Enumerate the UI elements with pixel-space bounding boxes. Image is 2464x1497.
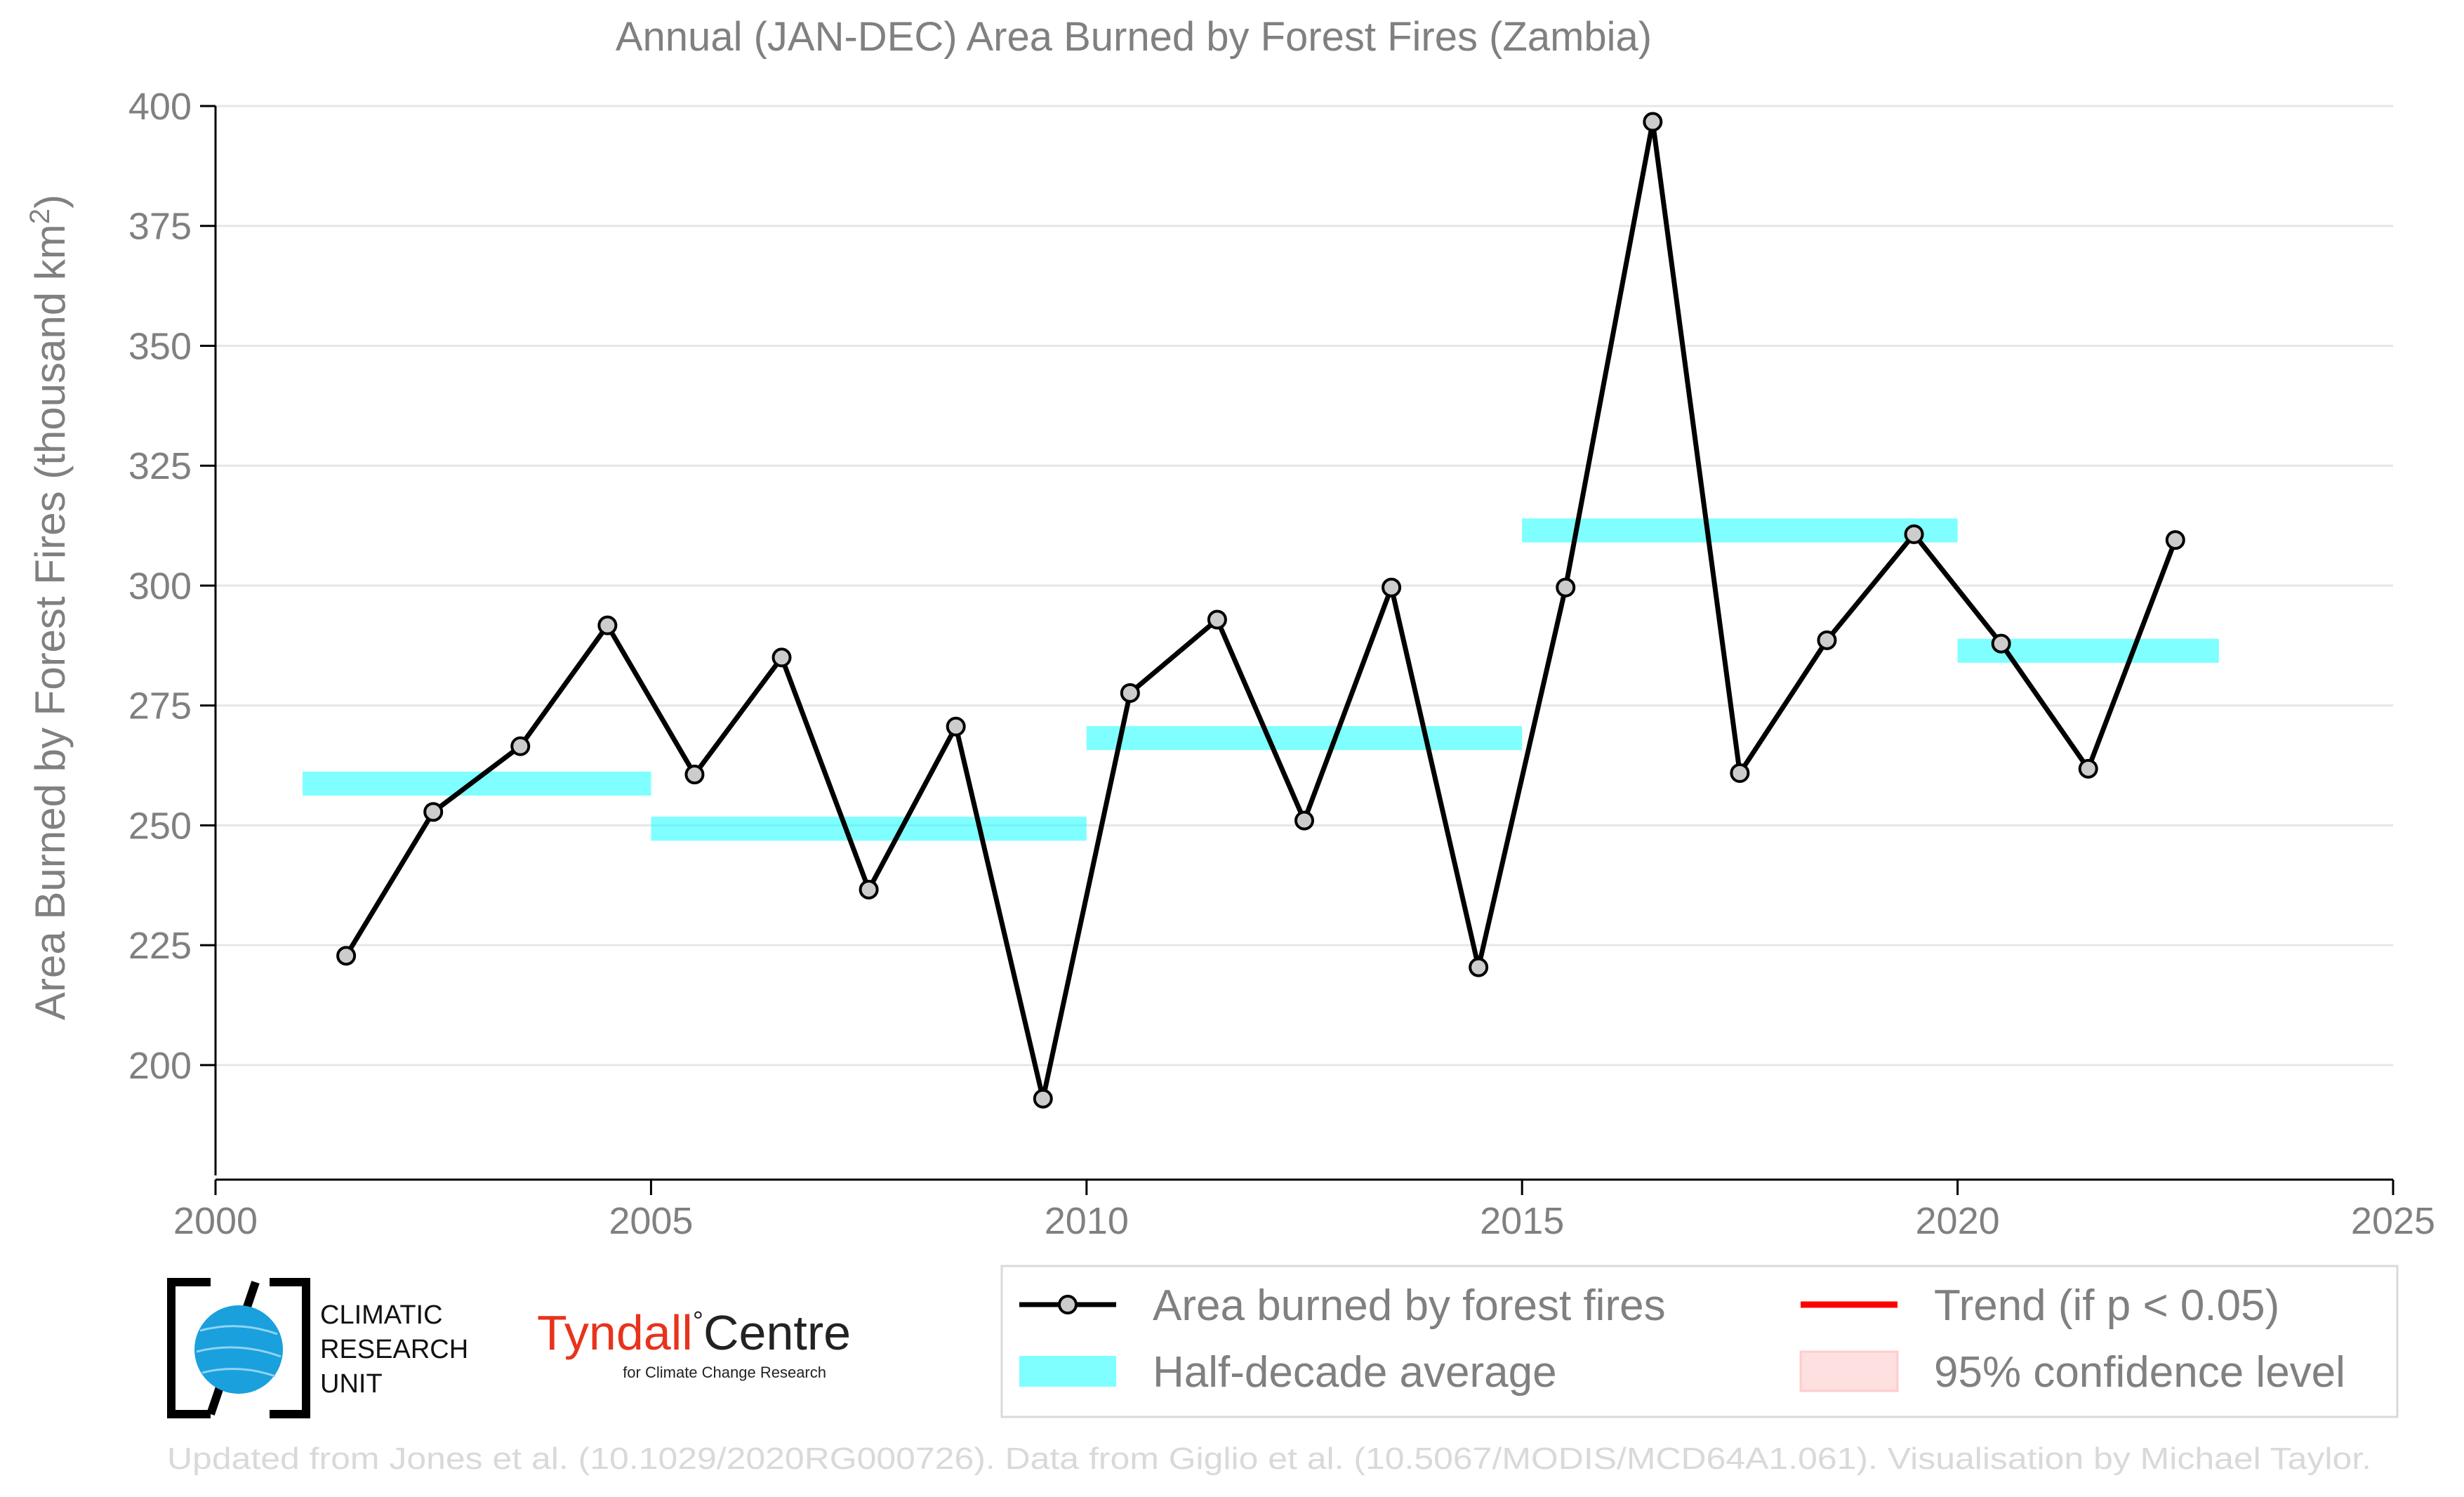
data-point-2014 [1469, 957, 1489, 977]
y-axis-title: Area Burned by Forest Fires (thousand km… [25, 194, 74, 1020]
half-decade-average-bar-1 [651, 817, 1087, 841]
y-axis-title-main: Area Burned by Forest Fires (thousand km [27, 224, 74, 1020]
half-decade-average-bands [303, 518, 2219, 841]
legend-label-confidence: 95% confidence level [1934, 1348, 2345, 1397]
y-tick-label-375: 375 [128, 206, 192, 248]
legend-label-trend: Trend (if p < 0.05) [1934, 1281, 2279, 1330]
data-point-2003 [510, 736, 531, 756]
half-decade-average-bar-3 [1522, 518, 1958, 543]
tyndall-name: Tyndall [537, 1305, 693, 1360]
data-point-2011 [1207, 609, 1227, 630]
gridlines [216, 105, 2393, 1067]
data-point-2004 [597, 615, 618, 635]
x-tick-label-2015: 2015 [1480, 1200, 1564, 1242]
y-tick-label-300: 300 [128, 565, 192, 607]
data-point-2005 [684, 765, 705, 785]
tick-labels: 200 225 250 275 300 325 350 375 400 2000 2005 2010 2… [128, 86, 2435, 1242]
y-tick-label-325: 325 [128, 445, 192, 487]
legend-confidence-swatch [1799, 1350, 1899, 1392]
half-decade-average-bar-2 [1086, 726, 1523, 751]
data-point-2006 [771, 647, 792, 668]
x-tick-label-2010: 2010 [1045, 1200, 1129, 1242]
cru-logo: CLIMATIC RESEARCH UNIT [167, 1278, 468, 1418]
y-tick-label-275: 275 [128, 685, 192, 727]
cru-line-1: CLIMATIC [320, 1300, 443, 1330]
data-point-2013 [1382, 577, 1402, 598]
series-line [344, 119, 2178, 1102]
data-point-2019 [1904, 524, 1924, 544]
y-axis-title-superscript: 2 [25, 209, 55, 224]
y-tick-label-225: 225 [128, 925, 192, 967]
x-tick-label-2005: 2005 [609, 1200, 693, 1242]
data-point-2018 [1817, 630, 1837, 650]
data-point-2017 [1730, 763, 1750, 783]
data-point-2010 [1120, 682, 1140, 703]
tyndall-centre: Centre [703, 1305, 851, 1360]
legend-frame [1000, 1265, 2399, 1418]
cru-line-3: UNIT [320, 1369, 383, 1399]
x-tick-label-2020: 2020 [1916, 1200, 2000, 1242]
tyndall-subtitle: for Climate Change Research [623, 1364, 826, 1381]
y-tick-label-350: 350 [128, 325, 192, 367]
data-point-2021 [2078, 758, 2098, 779]
data-point-2002 [423, 802, 444, 822]
tyndall-degree: ° [693, 1307, 703, 1336]
legend-marker-swatch [1058, 1295, 1078, 1314]
globe-lines [196, 1325, 281, 1378]
data-point-2001 [336, 946, 357, 966]
tyndall-logo: Tyndall°Centre for Climate Change Resear… [537, 1305, 851, 1381]
data-point-2016 [1643, 112, 1663, 132]
x-tick-label-2000: 2000 [173, 1200, 258, 1242]
y-tick-label-400: 400 [128, 86, 192, 128]
data-point-2008 [946, 716, 966, 737]
cru-right-bracket [270, 1278, 310, 1418]
data-point-2022 [2165, 530, 2185, 550]
cru-line-2: RESEARCH [320, 1335, 468, 1364]
y-tick-label-250: 250 [128, 805, 192, 847]
cru-left-bracket [167, 1278, 211, 1418]
footer-credits: Updated from Jones et al. (10.1029/2020R… [167, 1442, 2371, 1476]
y-tick-label-200: 200 [128, 1045, 192, 1087]
y-axis-title-close: ) [27, 194, 74, 209]
legend-average-swatch [1019, 1356, 1116, 1387]
axes [200, 105, 2395, 1195]
data-point-2020 [1991, 633, 2011, 654]
legend-label-area-burned: Area burned by forest fires [1153, 1281, 1666, 1330]
data-point-2009 [1033, 1088, 1053, 1109]
data-point-2015 [1556, 577, 1576, 598]
legend-label-half-decade: Half-decade average [1153, 1348, 1557, 1397]
half-decade-average-bar-0 [303, 771, 651, 796]
data-point-2012 [1294, 810, 1314, 831]
x-tick-label-2025: 2025 [2351, 1200, 2435, 1242]
chart-title: Annual (JAN-DEC) Area Burned by Forest F… [616, 14, 1652, 60]
series-area-burned [336, 112, 2185, 1109]
legend: Area burned by forest fires Trend (if p … [1000, 1265, 2399, 1418]
data-point-2007 [859, 879, 879, 899]
tyndall-wordmark: Tyndall°Centre [537, 1305, 851, 1360]
